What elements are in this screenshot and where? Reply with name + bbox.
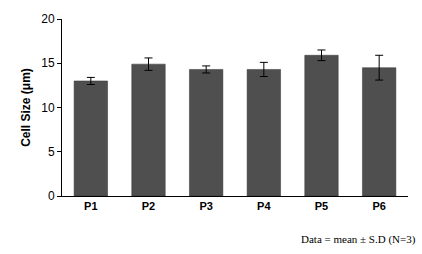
svg-text:Cell Size (μm): Cell Size (μm)	[19, 68, 33, 147]
svg-text:P5: P5	[315, 200, 328, 212]
svg-text:Data = mean ± S.D (N=3): Data = mean ± S.D (N=3)	[301, 233, 416, 246]
svg-text:15: 15	[41, 56, 55, 70]
svg-text:P6: P6	[372, 200, 385, 212]
svg-text:10: 10	[41, 101, 55, 115]
svg-text:P4: P4	[257, 200, 271, 212]
svg-text:P2: P2	[142, 200, 155, 212]
svg-text:20: 20	[41, 12, 55, 26]
svg-text:5: 5	[48, 145, 55, 159]
svg-text:0: 0	[48, 189, 55, 203]
svg-text:P1: P1	[84, 200, 97, 212]
svg-text:P3: P3	[199, 200, 212, 212]
